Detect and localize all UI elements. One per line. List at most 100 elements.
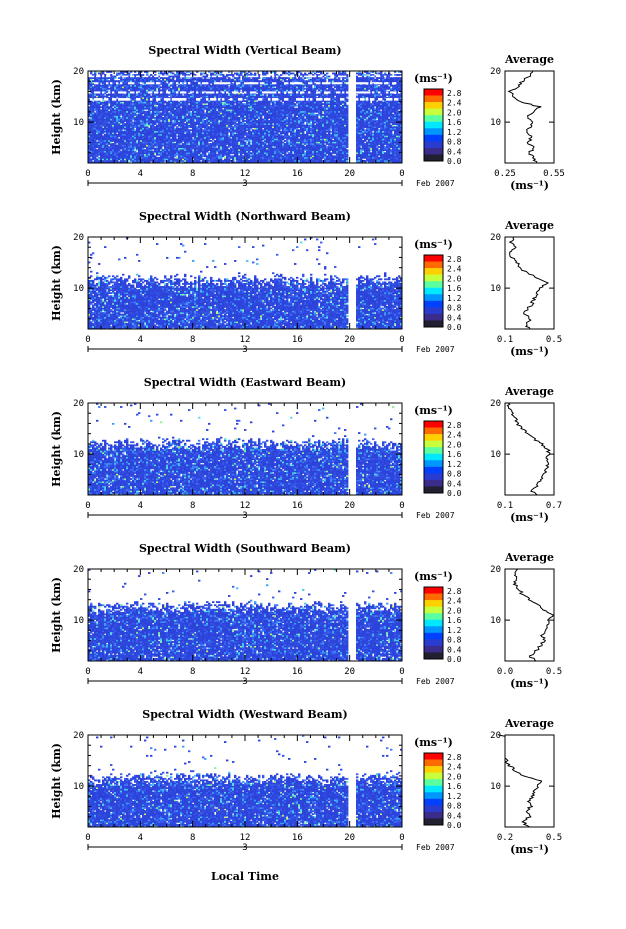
avg-y-tick-label: 20 [490, 67, 501, 77]
day-label: 3 [242, 843, 247, 853]
x-tick-label: 0 [85, 667, 90, 677]
colorbar-label: 2.0 [447, 274, 462, 283]
colorbar-swatch [424, 454, 443, 461]
colorbar-label: 2.4 [447, 99, 462, 108]
colorbar-label: 1.2 [447, 792, 462, 801]
colorbar-swatch [424, 760, 443, 767]
x-tick-label: 4 [138, 667, 143, 677]
colorbar-label: 1.6 [447, 284, 462, 293]
y-tick-label: 20 [73, 67, 84, 77]
colorbar-swatch [424, 288, 443, 295]
x-tick-label: 20 [344, 667, 355, 677]
date-label: Feb 2007 [416, 843, 455, 852]
colorbar-swatch [424, 148, 443, 155]
colorbar-swatch [424, 639, 443, 646]
colorbar-label: 2.8 [447, 587, 462, 596]
colorbar-unit: (ms⁻¹) [414, 72, 453, 85]
colorbar-swatch [424, 805, 443, 812]
colorbar-label: 0.0 [447, 323, 462, 332]
colorbar-swatch [424, 301, 443, 308]
colorbar-swatch [424, 753, 443, 760]
average-frame [505, 735, 554, 827]
colorbar-swatch [424, 262, 443, 269]
x-tick-label: 12 [240, 335, 251, 345]
avg-y-tick-label: 10 [490, 118, 501, 128]
colorbar-label: 2.8 [447, 255, 462, 264]
heatmap [88, 237, 402, 329]
avg-x-tick-label: 0.25 [494, 169, 516, 179]
x-tick-label: 16 [292, 667, 303, 677]
avg-x-tick-label: 0.5 [546, 335, 562, 345]
panel-3: Spectral Width (Eastward Beam)1020Height… [50, 376, 562, 524]
colorbar-label: 0.8 [447, 470, 462, 479]
colorbar-unit: (ms⁻¹) [414, 238, 453, 251]
colorbar-label: 0.0 [447, 489, 462, 498]
colorbar-swatch [424, 314, 443, 321]
y-axis-label: Height (km) [50, 79, 63, 155]
colorbar-label: 0.4 [447, 645, 462, 654]
colorbar-unit: (ms⁻¹) [414, 404, 453, 417]
x-tick-label: 12 [240, 667, 251, 677]
average-unit: (ms⁻¹) [510, 843, 549, 856]
x-tick-label: 0 [399, 833, 404, 843]
y-tick-label: 10 [73, 118, 84, 128]
panel-2: Spectral Width (Northward Beam)1020Heigh… [50, 210, 562, 358]
colorbar-swatch [424, 447, 443, 454]
colorbar-label: 0.4 [447, 147, 462, 156]
colorbar-swatch [424, 587, 443, 594]
avg-y-tick-label: 10 [490, 284, 501, 294]
colorbar-swatch [424, 154, 443, 161]
heatmap [88, 569, 402, 661]
avg-y-tick-label: 10 [490, 450, 501, 460]
x-tick-label: 20 [344, 335, 355, 345]
colorbar-swatch [424, 434, 443, 441]
x-tick-label: 0 [85, 335, 90, 345]
colorbar-swatch [424, 473, 443, 480]
colorbar-swatch [424, 275, 443, 282]
colorbar-swatch [424, 96, 443, 103]
y-axis-label: Height (km) [50, 411, 63, 487]
colorbar-label: 0.4 [447, 313, 462, 322]
average-title: Average [504, 551, 554, 564]
day-label: 3 [242, 345, 247, 355]
colorbar-swatch [424, 428, 443, 435]
x-tick-label: 0 [85, 833, 90, 843]
average-unit: (ms⁻¹) [510, 345, 549, 358]
colorbar-swatch [424, 467, 443, 474]
colorbar-swatch [424, 613, 443, 620]
average-title: Average [504, 219, 554, 232]
panel-4: Spectral Width (Southward Beam)1020Heigh… [50, 542, 562, 690]
x-tick-label: 8 [190, 335, 195, 345]
colorbar-swatch [424, 786, 443, 793]
colorbar-swatch [424, 460, 443, 467]
x-tick-label: 16 [292, 833, 303, 843]
day-label: 3 [242, 179, 247, 189]
avg-y-tick-label: 20 [490, 565, 501, 575]
colorbar-label: 0.0 [447, 655, 462, 664]
panel-1: Spectral Width (Vertical Beam)1020Height… [50, 44, 565, 192]
x-tick-label: 16 [292, 501, 303, 511]
x-tick-label: 8 [190, 169, 195, 179]
colorbar-label: 2.0 [447, 772, 462, 781]
x-tick-label: 0 [399, 667, 404, 677]
colorbar-label: 0.4 [447, 479, 462, 488]
y-tick-label: 10 [73, 450, 84, 460]
x-tick-label: 12 [240, 833, 251, 843]
x-tick-label: 8 [190, 667, 195, 677]
x-tick-label: 12 [240, 169, 251, 179]
x-tick-label: 8 [190, 501, 195, 511]
y-axis-label: Height (km) [50, 743, 63, 819]
colorbar-swatch [424, 320, 443, 327]
x-tick-label: 4 [138, 501, 143, 511]
heatmap [88, 71, 402, 163]
day-label: 3 [242, 511, 247, 521]
colorbar-unit: (ms⁻¹) [414, 736, 453, 749]
colorbar-swatch [424, 281, 443, 288]
colorbar-swatch [424, 620, 443, 627]
colorbar-swatch [424, 141, 443, 148]
average-title: Average [504, 385, 554, 398]
average-unit: (ms⁻¹) [510, 677, 549, 690]
